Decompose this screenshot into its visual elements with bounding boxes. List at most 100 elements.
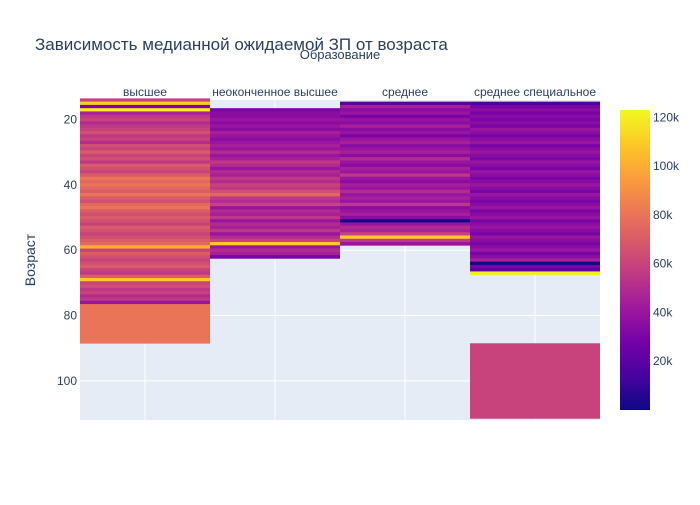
heatmap-cell xyxy=(210,199,340,204)
heatmap-cell xyxy=(470,180,600,184)
heatmap-cell xyxy=(340,209,470,214)
heatmap-cell xyxy=(470,228,600,233)
heatmap-cell xyxy=(80,320,210,325)
heatmap-cell xyxy=(80,284,210,289)
heatmap-cell xyxy=(470,104,600,109)
heatmap-cell xyxy=(340,160,470,165)
heatmap-cell xyxy=(340,189,470,194)
heatmap-cell xyxy=(470,353,600,357)
heatmap-cell xyxy=(470,121,600,125)
facet-label: среднее специальное xyxy=(474,85,596,99)
heatmap-cell xyxy=(210,147,340,151)
heatmap-cell xyxy=(470,173,600,178)
heatmap-cell xyxy=(80,212,210,217)
colorbar-tick-label: 40k xyxy=(653,305,673,319)
heatmap-cell xyxy=(80,166,210,171)
heatmap-cell xyxy=(470,117,600,122)
heatmap-cell xyxy=(340,144,470,148)
heatmap-cell xyxy=(80,209,210,214)
heatmap-cell xyxy=(80,153,210,158)
heatmap-cell xyxy=(340,121,470,125)
heatmap-cell xyxy=(80,297,210,302)
facet-panel: среднее специальное xyxy=(470,85,600,420)
heatmap-cell xyxy=(340,176,470,181)
heatmap-cell xyxy=(340,137,470,142)
heatmap-cell xyxy=(80,108,210,112)
heatmap-cell xyxy=(80,340,210,344)
heatmap-cell xyxy=(210,153,340,158)
y-axis-label: Возраст xyxy=(22,233,38,286)
heatmap-cell xyxy=(340,222,470,227)
heatmap-cell xyxy=(340,242,470,246)
heatmap-cell xyxy=(80,251,210,256)
facet-panel: неоконченное высшее xyxy=(210,85,340,420)
heatmap-cell xyxy=(340,235,470,240)
heatmap-cell xyxy=(210,180,340,184)
heatmap-cell xyxy=(80,196,210,200)
heatmap-cell xyxy=(80,304,210,308)
heatmap-cell xyxy=(470,343,600,347)
heatmap-cell xyxy=(210,196,340,200)
heatmap-cell xyxy=(470,206,600,210)
heatmap-cell xyxy=(470,411,600,416)
heatmap-cell xyxy=(80,127,210,132)
heatmap-cell xyxy=(470,235,600,240)
heatmap-cell xyxy=(210,127,340,132)
heatmap-cell xyxy=(80,281,210,285)
heatmap-cell xyxy=(210,186,340,191)
heatmap-cell xyxy=(80,134,210,138)
heatmap-cell xyxy=(470,362,600,367)
heatmap-cell xyxy=(340,228,470,233)
heatmap-cell xyxy=(470,395,600,400)
heatmap-cell xyxy=(340,111,470,116)
heatmap-cell xyxy=(470,219,600,223)
heatmap-cell xyxy=(470,375,600,380)
heatmap-cell xyxy=(80,98,210,102)
heatmap-cell xyxy=(80,131,210,135)
heatmap-cell xyxy=(210,255,340,259)
heatmap-cell xyxy=(470,147,600,151)
colorbar-gradient xyxy=(620,110,650,410)
heatmap-cell xyxy=(210,242,340,246)
heatmap-cell xyxy=(470,382,600,387)
heatmap-cell xyxy=(470,176,600,181)
heatmap-cell xyxy=(470,101,600,106)
heatmap-cell xyxy=(80,228,210,233)
heatmap-cell xyxy=(80,235,210,240)
heatmap-cell xyxy=(80,225,210,230)
heatmap-cell xyxy=(80,307,210,311)
heatmap-cell xyxy=(340,199,470,204)
heatmap-cell xyxy=(210,202,340,207)
heatmap-cell xyxy=(80,173,210,178)
heatmap-cell xyxy=(470,199,600,204)
heatmap-cell xyxy=(80,117,210,122)
heatmap-cell xyxy=(80,261,210,266)
heatmap-cell xyxy=(470,402,600,406)
heatmap-cell xyxy=(80,121,210,125)
y-tick-label: 20 xyxy=(64,113,78,127)
heatmap-cell xyxy=(470,245,600,249)
chart-title: Зависимость медианной ожидаемой ЗП от во… xyxy=(35,35,448,54)
heatmap-cell xyxy=(80,215,210,220)
heatmap-cell xyxy=(340,101,470,106)
heatmap-cell xyxy=(210,251,340,256)
heatmap-cell xyxy=(340,212,470,217)
heatmap-cell xyxy=(340,215,470,220)
heatmap-cell xyxy=(340,131,470,135)
heatmap-cell xyxy=(340,183,470,187)
heatmap-cell xyxy=(210,215,340,220)
heatmap-cell xyxy=(210,160,340,165)
facet-label: высшее xyxy=(123,85,167,99)
heatmap-cell xyxy=(80,150,210,155)
heatmap-cell xyxy=(340,186,470,191)
y-tick-label: 80 xyxy=(64,309,78,323)
heatmap-cell xyxy=(80,336,210,341)
heatmap-cell xyxy=(470,124,600,129)
heatmap-cell xyxy=(470,248,600,253)
heatmap-cell xyxy=(340,232,470,236)
heatmap-cell xyxy=(470,264,600,269)
heatmap-cell xyxy=(210,235,340,240)
heatmap-cell xyxy=(470,209,600,214)
facet-label: неоконченное высшее xyxy=(212,85,338,99)
heatmap-cell xyxy=(80,176,210,181)
